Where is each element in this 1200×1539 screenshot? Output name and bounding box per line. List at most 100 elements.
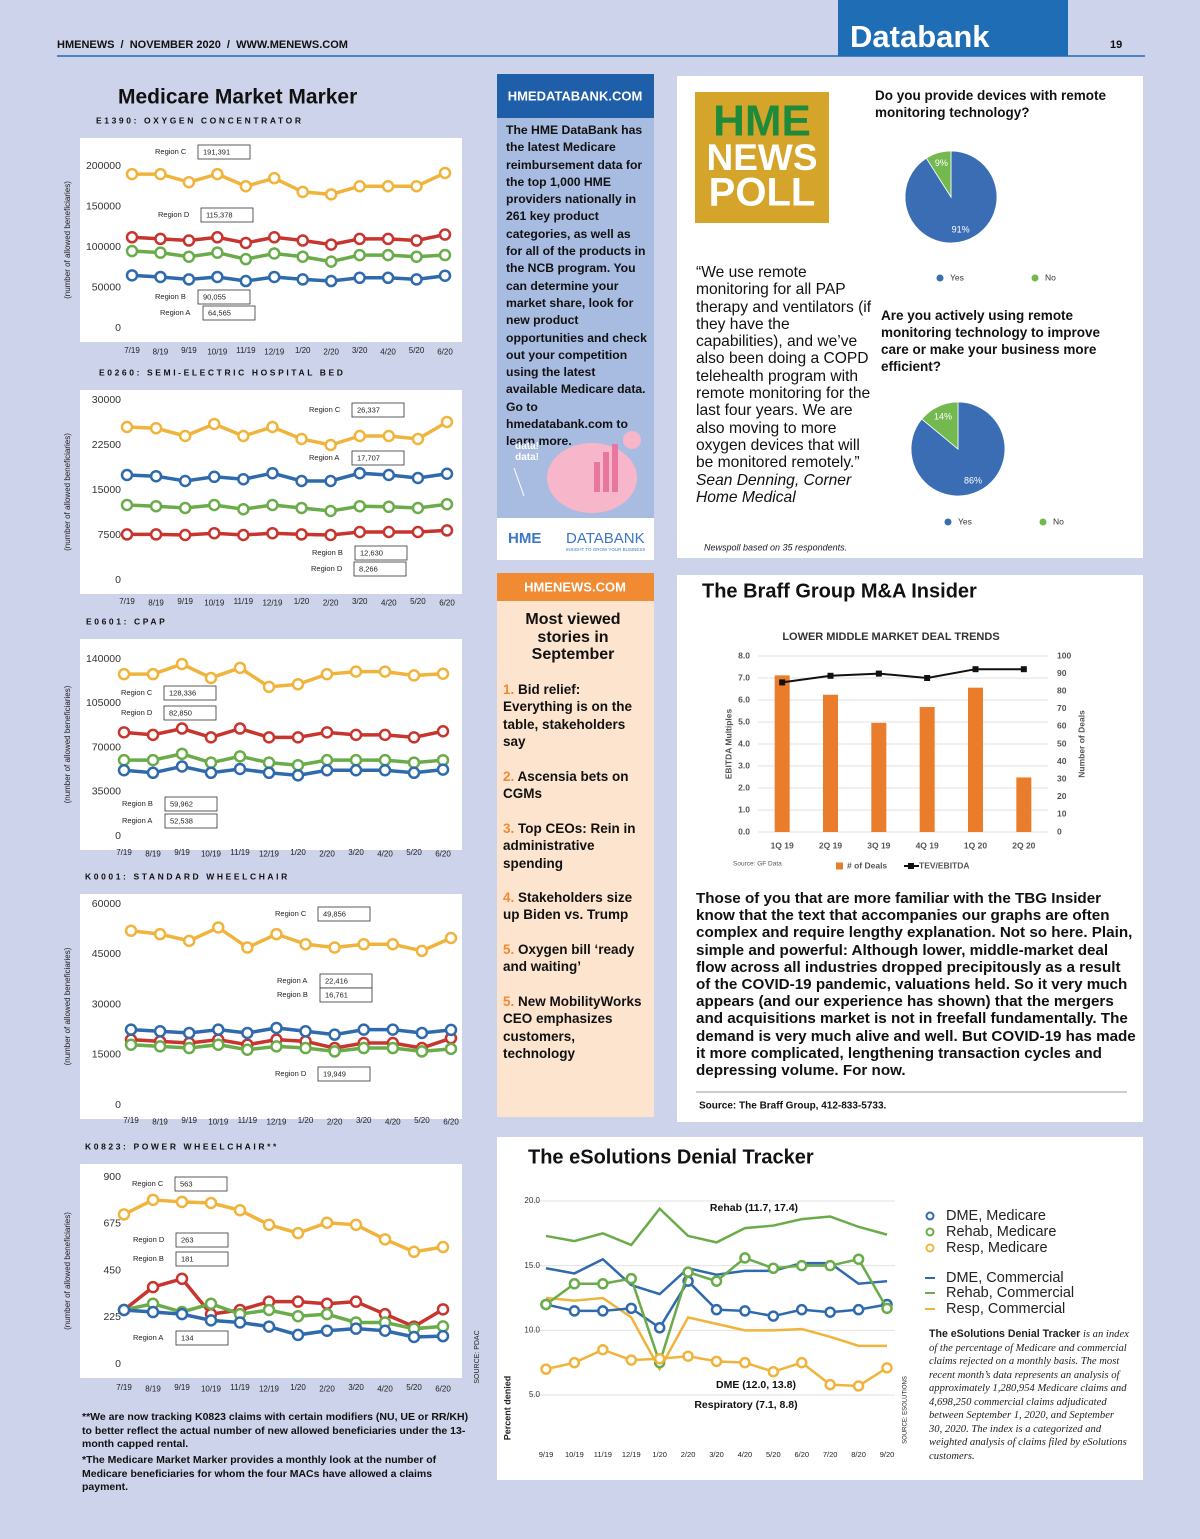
chart-panel: [80, 894, 462, 1119]
piggy-bar: [594, 462, 600, 492]
x-tick-label: 2/20: [323, 348, 339, 357]
story-number: 1.: [503, 682, 515, 697]
label-box: [175, 1330, 229, 1346]
data-point: [125, 167, 139, 181]
x-tick-label: 4/20: [385, 1118, 401, 1127]
bar: [823, 694, 838, 832]
data-point: [407, 669, 421, 682]
description-lead: The eSolutions Denial Tracker: [929, 1328, 1081, 1340]
legend-swatch: [936, 274, 944, 282]
series-line: [545, 1296, 887, 1372]
data-point: [568, 1305, 581, 1317]
data-point: [295, 528, 308, 541]
data-point: [407, 766, 421, 780]
x-tick-label: 1/20: [294, 597, 310, 606]
chart-title: E1390: OXYGEN CONCENTRATOR: [96, 115, 304, 125]
poll-logo-text: HME: [713, 97, 811, 146]
esolutions-description: The eSolutions Denial Tracker is an inde…: [929, 1328, 1129, 1463]
data-point: [324, 474, 337, 488]
legend-label: Yes: [958, 516, 972, 526]
y-tick-label: 5.0: [738, 716, 750, 726]
value-label: 49,856: [323, 909, 346, 918]
data-point: [120, 498, 134, 512]
x-tick-label: 11/19: [230, 848, 250, 857]
data-point: [268, 231, 281, 244]
data-point: [266, 526, 279, 540]
data-point: [440, 524, 454, 537]
data-point: [411, 471, 425, 485]
region-name: Region D: [311, 564, 343, 573]
data-point: [411, 501, 425, 515]
chart-source: Source: GF Data: [733, 861, 782, 868]
poll-question: Are you actively using remote monitoring…: [881, 308, 1100, 374]
data-point: [357, 937, 370, 951]
legend-label: No: [1053, 516, 1064, 526]
data-point: [320, 1297, 334, 1310]
x-tick-label: 9/19: [177, 597, 193, 606]
x-tick-label: 10/19: [208, 1118, 229, 1127]
data-point: [268, 247, 281, 260]
quote-attribution: Sean Denning, Corner Home Medical: [696, 471, 852, 506]
x-tick-label: 10/19: [201, 1385, 222, 1394]
x-tick-label: 12/19: [622, 1450, 641, 1459]
data-point: [204, 1314, 218, 1327]
data-point: [208, 498, 221, 512]
y-tick-label: 0.0: [738, 826, 750, 836]
data-point: [881, 1302, 893, 1315]
slice-label: 91%: [952, 225, 970, 235]
data-point: [175, 722, 189, 735]
data-point: [353, 466, 366, 480]
data-point: [438, 166, 452, 180]
data-point: [146, 1305, 160, 1319]
data-point: [291, 1295, 305, 1308]
y-tick-label: 10.0: [524, 1325, 540, 1334]
data-point: [320, 667, 334, 681]
braff-source: Source: The Braff Group, 412-833-5733.: [699, 1101, 887, 1112]
x-tick-label: 2Q 19: [819, 840, 842, 850]
data-point: [320, 753, 334, 767]
data-point: [324, 274, 338, 288]
value-label: 19,949: [323, 1069, 346, 1078]
label-box: [354, 545, 408, 561]
masthead: HMENEWS / NOVEMBER 2020 / WWW.MENEWS.COM: [57, 39, 348, 51]
data-point: [182, 175, 196, 189]
data-point: [266, 466, 279, 480]
y-tick-label: 2.0: [738, 782, 750, 792]
data-point: [208, 417, 221, 431]
x-tick-label: 5/20: [414, 1116, 430, 1125]
data-point: [739, 1252, 751, 1264]
y2-tick-label: 90: [1057, 668, 1067, 678]
data-point: [625, 1354, 637, 1366]
data-point: [204, 731, 218, 744]
label-box: [175, 1232, 229, 1248]
data-point: [324, 238, 338, 251]
braff-panel: [677, 575, 1143, 1122]
piggy-bar: [612, 444, 618, 492]
y-tick-label: 5.0: [529, 1390, 541, 1399]
data-point: [124, 1038, 138, 1051]
data-point: [682, 1266, 694, 1278]
data-point: [175, 747, 189, 761]
chart-title: E0601: CPAP: [86, 616, 167, 626]
data-point: [125, 231, 139, 244]
data-point: [440, 467, 454, 481]
footnote: **We are now tracking K0823 claims with …: [82, 1411, 469, 1450]
data-point: [440, 415, 454, 429]
region-name: Region D: [121, 708, 153, 717]
x-tick-label: 3/20: [352, 597, 368, 606]
x-tick-label: 1Q 19: [771, 840, 794, 850]
x-tick-label: 7/20: [823, 1450, 838, 1459]
story-text: New MobilityWorks CEO emphasizes custome…: [503, 994, 642, 1061]
y2-tick-label: 30: [1057, 773, 1067, 783]
x-tick-label: 8/19: [148, 599, 164, 608]
x-tick-label: 2/20: [327, 1118, 343, 1127]
data-point: [149, 469, 163, 483]
pie-slice: [921, 401, 959, 450]
label-box: [164, 796, 218, 812]
legend-label: # of Deals: [847, 860, 887, 870]
x-tick-label: 10/19: [207, 348, 228, 357]
data-point: [239, 252, 253, 266]
data-point: [117, 1208, 131, 1221]
data-point: [767, 1310, 780, 1322]
region-name: Region B: [122, 799, 153, 808]
